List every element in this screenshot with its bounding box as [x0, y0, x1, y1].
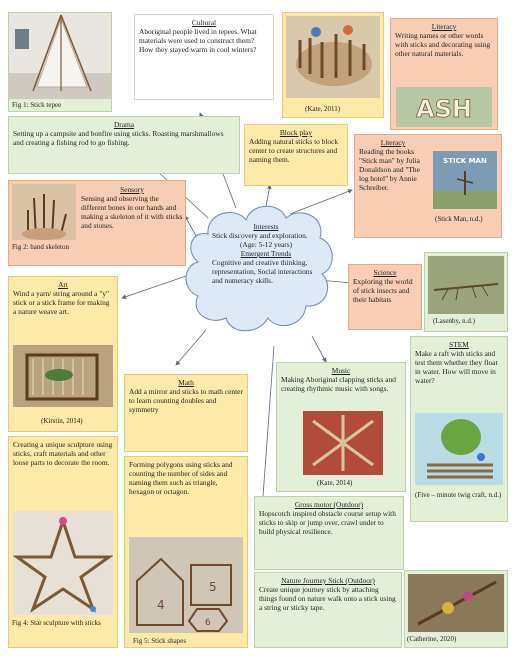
stem-box: STEM Make a raft with sticks and test th…	[410, 336, 508, 522]
arrow-to-sensory	[184, 215, 197, 237]
emergent-trends-title: Emergent Trends	[240, 249, 292, 259]
stem-title: STEM	[449, 340, 469, 349]
block-photo-panel: (Kate, 2011)	[282, 12, 384, 118]
gross-motor-box: Gross motor (Outdoor) Hopscotch inspired…	[254, 496, 404, 570]
gross-motor-title: Gross motor (Outdoor)	[294, 500, 364, 509]
science-title: Science	[373, 268, 397, 277]
block-play-text: Adding natural sticks to block center to…	[249, 137, 339, 165]
book-title: STICK MAN	[443, 157, 487, 165]
math-title: Math	[178, 378, 194, 387]
arrow-to-music	[311, 335, 327, 363]
cultural-title: Cultural	[191, 18, 217, 27]
drama-photo-panel: Fig 1: Stick tepee	[8, 12, 112, 112]
shape-digit-6: 6	[205, 618, 211, 628]
science-text: Exploring the world of stick insects and…	[353, 277, 413, 305]
nature-photo-panel: (Catherine, 2020)	[404, 570, 508, 648]
sensory-box: Fig 2: hand skeleton Sensory Sensing and…	[8, 180, 186, 266]
ash-sticks-photo: ASH	[396, 87, 492, 127]
arrow-to-literacy	[289, 189, 353, 215]
music-title: Music	[331, 366, 351, 375]
twig-raft-photo	[415, 413, 503, 485]
science-box: Science Exploring the world of stick ins…	[348, 264, 422, 330]
sculpture-box: Creating a unique sculpture using sticks…	[8, 436, 118, 648]
interests-title: Interests	[253, 222, 279, 231]
star-sculpture-photo	[13, 511, 113, 615]
stick-man-book-cover: STICK MAN	[433, 151, 497, 209]
math-text: Add a mirror and sticks to math center t…	[129, 387, 243, 415]
literacy-reading-text: Reading the books "Stick man" by Julia D…	[359, 147, 420, 193]
interests-cloud	[185, 205, 333, 332]
stick-man-caption: (Stick Man, n.d.)	[435, 215, 483, 223]
drama-box: Drama Setting up a campsite and bonfire …	[8, 116, 240, 174]
interests-age: (Age: 5-12 years)	[239, 240, 293, 250]
science-caption: (Lasenby, n.d.)	[433, 317, 475, 325]
literacy-reading-box: Literacy Reading the books "Stick man" b…	[354, 134, 502, 238]
nature-journey-box: Nature Journey Stick (Outdoor) Create un…	[254, 572, 402, 648]
music-caption: (Kate, 2014)	[317, 479, 353, 487]
literacy-reading-title: Literacy	[380, 138, 406, 147]
block-photo-caption: (Kate, 2011)	[305, 105, 341, 113]
block-play-box: Block play Adding natural sticks to bloc…	[244, 124, 348, 186]
nature-weave-photo	[13, 345, 113, 407]
sensory-title: Sensory	[120, 185, 144, 194]
nature-journey-title: Nature Journey Stick (Outdoor)	[281, 576, 375, 585]
art-box: Art Wind a yarn/ string around a "y" sti…	[8, 276, 118, 432]
art-text: Wind a yarn/ string around a "y" stick o…	[13, 289, 110, 317]
block-play-title: Block play	[279, 128, 313, 137]
cultural-box: Cultural Aboriginal people lived in tepe…	[134, 14, 274, 100]
drama-title: Drama	[113, 120, 135, 129]
stick-structures-photo	[286, 16, 380, 98]
literacy-text: Writing names or other words with sticks…	[395, 31, 491, 59]
fig5-caption: Fig 5: Stick shapes	[133, 637, 187, 645]
sensory-text: Sensing and observing the different bone…	[81, 194, 183, 231]
nature-journey-text: Create unique journey stick by attaching…	[259, 585, 396, 613]
arrow-to-art	[121, 275, 187, 299]
arrow-to-block	[265, 184, 272, 207]
math-polygons-box: Forming polygons using sticks and counti…	[124, 456, 248, 648]
stick-shapes-photo: 4 5 6	[129, 537, 243, 633]
shape-digit-5: 5	[209, 580, 217, 594]
music-text: Making Aboriginal clapping sticks and cr…	[281, 375, 396, 394]
fig1-caption: Fig 1: Stick tepee	[12, 101, 62, 109]
gross-motor-text: Hopscotch inspired obstacle course setup…	[259, 509, 396, 537]
cultural-text: Aboriginal people lived in tepees. What …	[139, 27, 257, 55]
fig2-caption: Fig 2: hand skeleton	[12, 243, 69, 251]
stick-insect-photo	[428, 256, 504, 314]
arrow-to-math	[175, 329, 207, 366]
stem-caption: (Five – minute twig craft, n.d.)	[415, 491, 502, 499]
literacy-title: Literacy	[431, 22, 457, 31]
stem-text: Make a raft with sticks and test them wh…	[415, 349, 498, 386]
math-polygons-text: Forming polygons using sticks and counti…	[129, 460, 233, 497]
journey-stick-photo	[408, 574, 504, 632]
art-caption: (Kirstin, 2014)	[41, 417, 83, 425]
math-box: Math Add a mirror and sticks to math cen…	[124, 374, 248, 452]
clapping-sticks-photo	[303, 411, 383, 475]
interests-content: Interests Stick discovery and exploratio…	[212, 222, 320, 285]
music-box: Music Making Aboriginal clapping sticks …	[276, 362, 406, 492]
drama-text: Setting up a campsite and bonfire using …	[13, 129, 224, 148]
hand-skeleton-photo	[12, 184, 76, 240]
fig4-caption: Fig 4: Star sculpture with sticks	[12, 619, 101, 627]
arrow-to-gross-motor	[259, 345, 275, 511]
science-photo-panel: (Lasenby, n.d.)	[424, 252, 508, 332]
stick-tepee-photo	[9, 13, 111, 99]
art-title: Art	[58, 280, 68, 289]
ash-word: ASH	[416, 95, 472, 123]
sculpture-text: Creating a unique sculpture using sticks…	[13, 440, 113, 468]
emergent-trends-text: Cognitive and creative thinking, represe…	[212, 258, 313, 286]
nature-caption: (Catherine, 2020)	[407, 635, 457, 643]
shape-digit-4: 4	[157, 598, 165, 612]
interests-text: Stick discovery and exploration.	[212, 231, 308, 241]
literacy-box: Literacy Writing names or other words wi…	[390, 18, 498, 130]
